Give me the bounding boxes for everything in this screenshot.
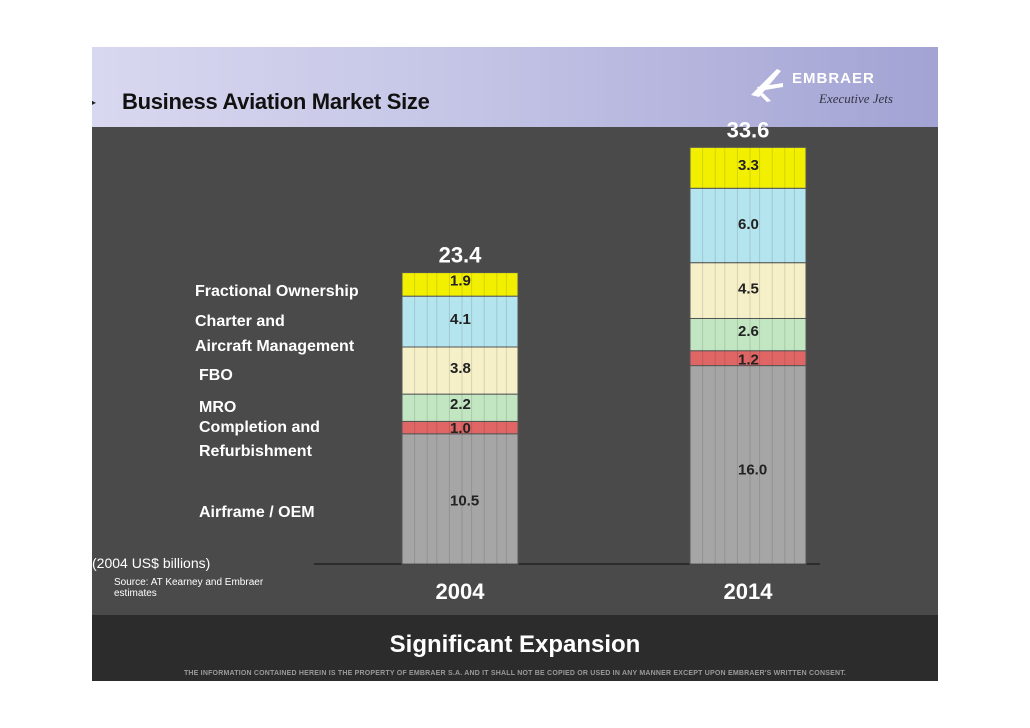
data-label: 1.0: [450, 420, 471, 437]
category-label: 2014: [724, 579, 774, 604]
total-label: 33.6: [727, 117, 770, 142]
data-label: 3.3: [738, 157, 759, 174]
bar-2014-charter-and-aircraft-management: [689, 187, 807, 264]
data-label: 6.0: [738, 216, 759, 233]
bar-2004-fractional-ownership: [401, 272, 519, 297]
legend-completion-line1: Completion and: [199, 419, 320, 436]
data-label: 10.5: [450, 492, 479, 509]
logo-text: EMBRAER: [792, 70, 875, 87]
data-label: 2.6: [738, 323, 759, 340]
data-label: 16.0: [738, 462, 767, 479]
legend-charter-line2: Aircraft Management: [195, 338, 355, 355]
bar-2014-fractional-ownership: [689, 146, 807, 189]
stacked-bar-chart: 10.5 1.0 2.2 3.8 4.1 1.9 23.4 2004 16.0 1.2 2.6 4.5…: [314, 117, 820, 604]
data-label: 4.5: [738, 280, 759, 297]
data-label: 4.1: [450, 311, 471, 328]
legend-fbo: FBO: [199, 367, 233, 384]
embraer-logo-icon: [751, 69, 783, 102]
legend-mro: MRO: [199, 399, 237, 416]
legend-airframe: Airframe / OEM: [199, 504, 315, 521]
data-label: 1.9: [450, 273, 471, 290]
header-band: ▸ Business Aviation Market Size EMBRAER …: [92, 47, 938, 127]
bar-2004-charter-and-aircraft-management: [401, 295, 519, 348]
page-title: Business Aviation Market Size: [122, 89, 430, 114]
legend-charter-line1: Charter and: [195, 313, 285, 330]
legend-completion-line2: Refurbishment: [199, 443, 312, 460]
disclaimer: THE INFORMATION CONTAINED HEREIN IS THE …: [183, 670, 847, 677]
bar-2014-fbo: [689, 262, 807, 319]
total-label: 23.4: [439, 243, 483, 268]
legend-fractional-ownership: Fractional Ownership: [195, 283, 359, 300]
units-label: (2004 US$ billions): [92, 555, 211, 571]
data-label: 2.2: [450, 396, 471, 413]
tagline: Significant Expansion: [389, 631, 641, 658]
bar-2004-mro: [401, 393, 519, 422]
bar-2014-mro: [689, 317, 807, 352]
category-label: 2004: [436, 579, 486, 604]
slide: ▸ Business Aviation Market Size EMBRAER …: [92, 47, 938, 681]
data-label: 3.8: [450, 360, 471, 377]
bullet-icon: ▸: [92, 95, 97, 109]
footer-band: Significant Expansion THE INFORMATION CO…: [92, 615, 938, 681]
source-note: Source: AT Kearney and Embraer estimates: [114, 577, 264, 599]
logo: EMBRAER Executive Jets: [737, 63, 937, 111]
data-label: 1.2: [738, 352, 759, 369]
logo-subtext: Executive Jets: [819, 91, 893, 106]
